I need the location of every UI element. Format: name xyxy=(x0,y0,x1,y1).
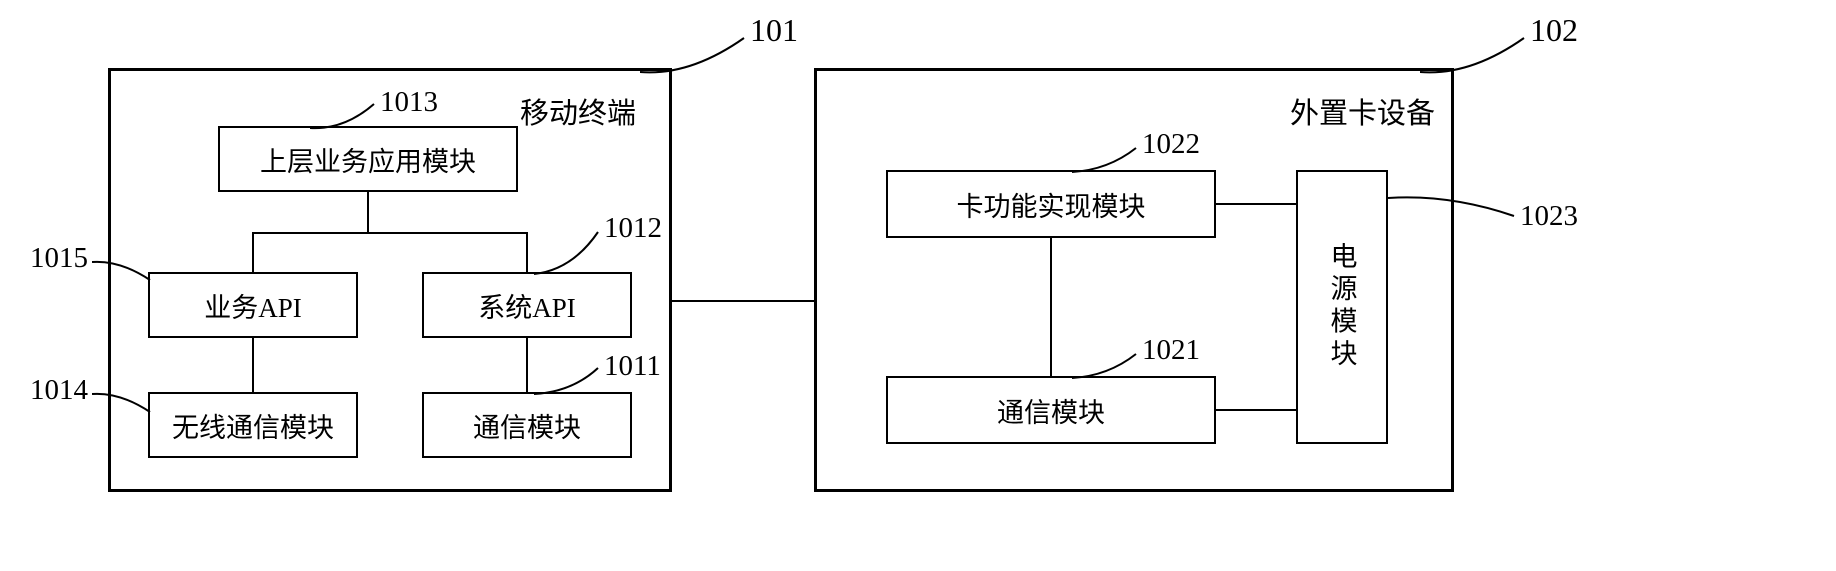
leader-1013 xyxy=(310,100,380,134)
node-label: 通信模块 xyxy=(473,406,581,445)
container-left-title: 移动终端 xyxy=(520,90,636,132)
leader-1021 xyxy=(1072,350,1142,382)
node-service-api: 业务API xyxy=(148,272,358,338)
edge xyxy=(252,232,254,272)
container-right-title: 外置卡设备 xyxy=(1290,90,1435,132)
callout-1011: 1011 xyxy=(604,350,661,383)
leader-1023 xyxy=(1388,192,1520,224)
callout-1023: 1023 xyxy=(1520,200,1578,233)
edge xyxy=(1050,238,1052,376)
edge xyxy=(1216,409,1296,411)
node-upper-app-module: 上层业务应用模块 xyxy=(218,126,518,192)
node-label: 系统API xyxy=(478,286,576,325)
node-label: 无线通信模块 xyxy=(172,406,334,445)
leader-1012 xyxy=(534,228,604,278)
node-label: 通信模块 xyxy=(997,391,1105,430)
leader-1022 xyxy=(1072,144,1142,176)
callout-1014: 1014 xyxy=(30,374,88,407)
node-label: 上层业务应用模块 xyxy=(260,140,476,179)
callout-1013: 1013 xyxy=(380,86,438,119)
node-wireless-comm: 无线通信模块 xyxy=(148,392,358,458)
callout-101: 101 xyxy=(750,12,798,49)
node-system-api: 系统API xyxy=(422,272,632,338)
leader-1011 xyxy=(534,364,604,398)
edge xyxy=(252,338,254,392)
leader-102 xyxy=(1420,32,1530,80)
node-card-function: 卡功能实现模块 xyxy=(886,170,1216,238)
node-label: 业务API xyxy=(204,286,302,325)
callout-102: 102 xyxy=(1530,12,1578,49)
callout-1015: 1015 xyxy=(30,242,88,275)
node-comm-module-right: 通信模块 xyxy=(886,376,1216,444)
callout-1022: 1022 xyxy=(1142,128,1200,161)
node-label: 电源模块 xyxy=(1323,242,1362,372)
leader-1014 xyxy=(92,390,154,418)
leader-1015 xyxy=(92,258,154,286)
edge xyxy=(526,232,528,272)
node-power-module: 电源模块 xyxy=(1296,170,1388,444)
callout-1021: 1021 xyxy=(1142,334,1200,367)
node-label: 卡功能实现模块 xyxy=(957,185,1146,224)
diagram-canvas: 移动终端 外置卡设备 上层业务应用模块 业务API 系统API 无线通信模块 通… xyxy=(0,0,1836,571)
callout-1012: 1012 xyxy=(604,212,662,245)
leader-101 xyxy=(640,32,750,80)
edge-inter-container xyxy=(672,300,814,302)
edge xyxy=(526,338,528,392)
node-comm-module-left: 通信模块 xyxy=(422,392,632,458)
edge xyxy=(1216,203,1296,205)
edge xyxy=(252,232,528,234)
edge xyxy=(367,192,369,234)
